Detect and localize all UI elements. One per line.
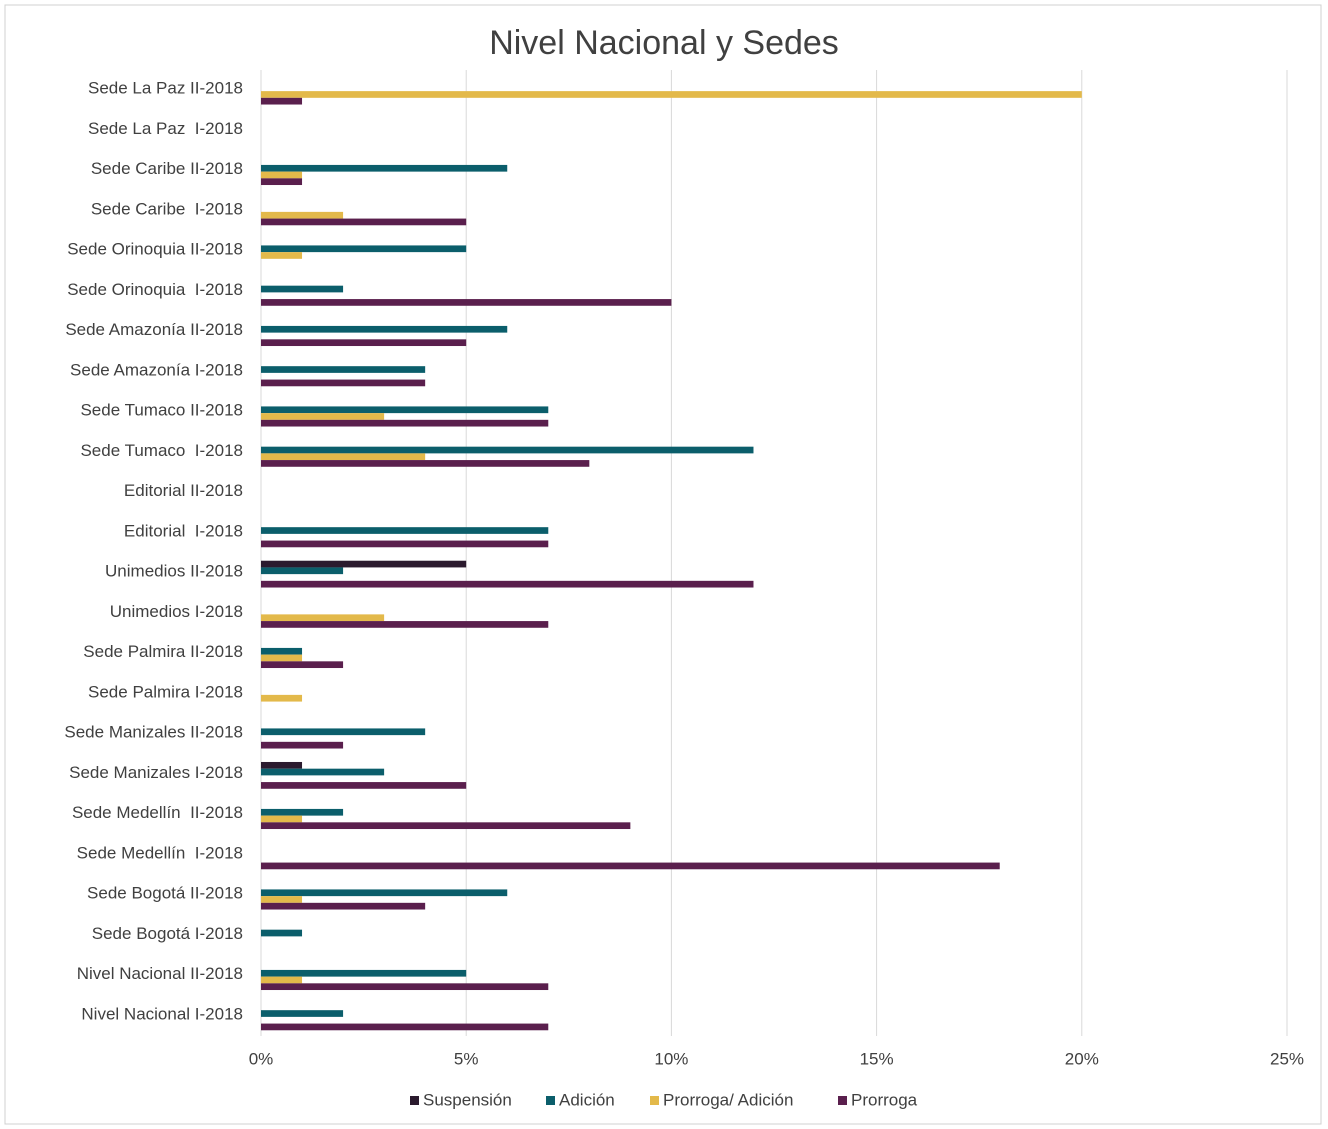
y-tick-label: Sede Caribe II-2018 [91, 159, 243, 178]
bar [261, 902, 426, 910]
y-tick-label: Sede Bogotá II-2018 [87, 884, 243, 903]
bar [261, 406, 549, 414]
bar [261, 299, 672, 306]
bar [261, 527, 549, 534]
x-tick-label: 10% [654, 1049, 688, 1068]
legend-label: Prorroga [851, 1090, 918, 1109]
bar [261, 446, 754, 454]
bar [261, 171, 303, 179]
bar [261, 889, 508, 897]
bar [261, 218, 467, 226]
bar [261, 285, 344, 293]
y-tick-label: Sede Tumaco II-2018 [80, 401, 243, 420]
y-tick-label: Sede Palmira II-2018 [83, 642, 243, 661]
x-tick-label: 0% [249, 1049, 274, 1068]
bar [261, 460, 590, 467]
bar [261, 929, 303, 937]
bar [261, 983, 549, 991]
bar [261, 741, 344, 749]
y-tick-label: Editorial II-2018 [124, 481, 243, 500]
bar [261, 661, 344, 669]
bar [261, 178, 303, 186]
y-tick-label: Sede La Paz I-2018 [88, 119, 243, 138]
legend-swatch [546, 1096, 555, 1105]
chart-frame [4, 4, 1322, 1125]
bar [261, 252, 303, 259]
legend-swatch [410, 1096, 419, 1105]
y-tick-label: Nivel Nacional II-2018 [77, 964, 243, 983]
legend-swatch [650, 1096, 659, 1105]
bar [261, 211, 344, 219]
y-tick-label: Sede Medellín II-2018 [72, 803, 243, 822]
bar [261, 540, 549, 548]
bar [261, 580, 754, 588]
bar [261, 339, 467, 347]
y-tick-label: Sede Tumaco I-2018 [80, 441, 243, 460]
bar [261, 782, 467, 789]
bar [261, 822, 631, 830]
bar [261, 379, 426, 387]
y-tick-label: Sede Amazonía I-2018 [70, 360, 243, 379]
y-tick-label: Sede Medellín I-2018 [77, 843, 243, 862]
bar [261, 815, 303, 823]
legend-label: Adición [559, 1090, 615, 1109]
bar [261, 768, 385, 776]
bar [261, 728, 426, 736]
bar [261, 621, 549, 628]
y-tick-label: Unimedios I-2018 [110, 602, 243, 621]
bar [261, 419, 549, 427]
y-tick-label: Editorial I-2018 [124, 521, 243, 540]
bar [261, 97, 303, 105]
bar [261, 567, 344, 575]
bar [261, 896, 303, 903]
bar [261, 366, 426, 373]
bar [261, 560, 467, 568]
bar [261, 245, 467, 253]
legend-swatch [838, 1096, 847, 1105]
chart-title: Nivel Nacional y Sedes [489, 24, 839, 62]
y-tick-label: Sede Caribe I-2018 [91, 199, 243, 218]
x-tick-label: 5% [454, 1049, 479, 1068]
bar [261, 453, 426, 461]
y-tick-label: Sede Palmira I-2018 [88, 682, 243, 701]
bar [261, 654, 303, 662]
x-tick-label: 20% [1065, 1049, 1099, 1068]
y-tick-label: Nivel Nacional I-2018 [81, 1004, 243, 1023]
bar [261, 969, 467, 977]
x-tick-label: 15% [860, 1049, 894, 1068]
y-tick-label: Sede La Paz II-2018 [88, 79, 243, 98]
y-tick-label: Unimedios II-2018 [105, 562, 243, 581]
y-tick-label: Sede Bogotá I-2018 [92, 924, 243, 943]
bar [261, 91, 1082, 98]
bar [261, 694, 303, 702]
bar [261, 1023, 549, 1031]
bar [261, 614, 385, 622]
legend-label: Suspensión [423, 1090, 512, 1109]
bar [261, 1010, 344, 1017]
bar [261, 808, 344, 816]
y-tick-label: Sede Orinoquia II-2018 [67, 240, 243, 259]
y-tick-label: Sede Orinoquia I-2018 [67, 280, 243, 299]
bar [261, 325, 508, 333]
bar [261, 761, 303, 769]
y-tick-label: Sede Manizales II-2018 [64, 723, 243, 742]
bar [261, 862, 1000, 870]
y-tick-label: Sede Amazonía II-2018 [65, 320, 243, 339]
bar [261, 164, 508, 172]
y-tick-label: Sede Manizales I-2018 [69, 763, 243, 782]
legend-label: Prorroga/ Adición [663, 1090, 793, 1109]
bar [261, 413, 385, 420]
x-tick-label: 25% [1270, 1049, 1304, 1068]
bar [261, 976, 303, 984]
bar [261, 647, 303, 655]
